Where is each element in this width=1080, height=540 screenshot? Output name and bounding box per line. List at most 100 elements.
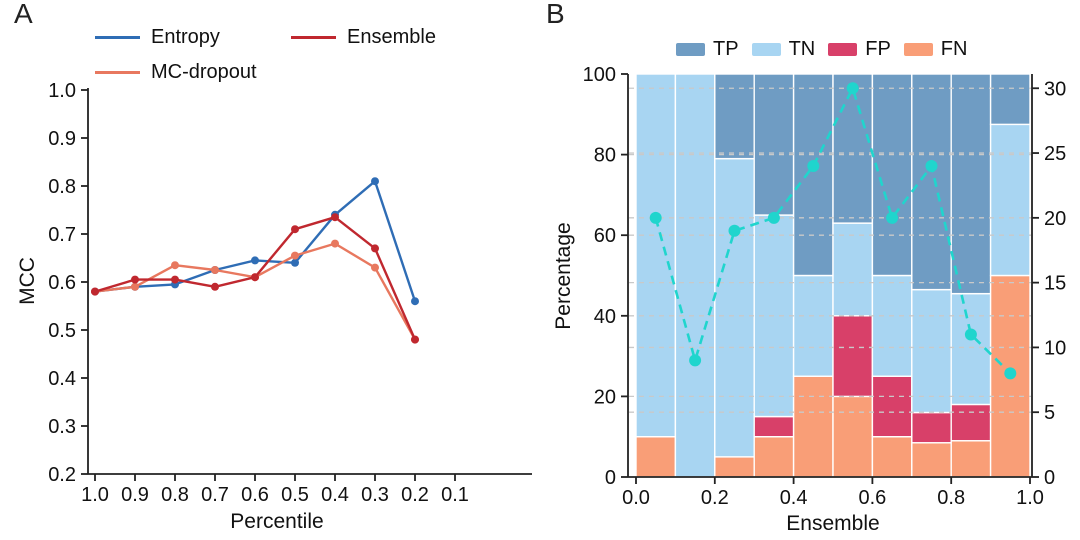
bar-segment-fn xyxy=(871,436,913,478)
x-tick-label: 0.4 xyxy=(780,487,808,509)
bar-segment-tp xyxy=(714,73,755,160)
right-tick-label: 25 xyxy=(1044,143,1066,165)
legend-label-mc-dropout: MC-dropout xyxy=(151,60,257,83)
data-point xyxy=(171,261,179,270)
right-tick-label: 10 xyxy=(1044,337,1066,359)
bar-segment-fn xyxy=(714,456,755,478)
x-tick-label: 0.0 xyxy=(622,487,650,509)
x-tick-label: 0.3 xyxy=(361,484,389,506)
fp-swatch xyxy=(828,42,858,56)
bar-segment-tn xyxy=(871,274,913,377)
overlay-data-point xyxy=(925,160,938,173)
x-tick-label: 1.0 xyxy=(1016,487,1044,509)
data-point xyxy=(331,239,339,248)
bar-segment-tn xyxy=(635,73,677,438)
right-tick-label: 5 xyxy=(1044,402,1055,424)
uncertainty-overlay-line xyxy=(654,84,1012,375)
legend-label-fn: FN xyxy=(940,37,968,60)
bar-segment-tp xyxy=(871,73,913,277)
bar-segment-tn xyxy=(714,157,755,458)
left-tick-label: 80 xyxy=(594,145,616,167)
data-point xyxy=(91,287,99,296)
x-tick-label: 0.8 xyxy=(161,484,189,506)
bar-segment-tp xyxy=(950,73,992,295)
data-point xyxy=(371,263,379,272)
data-point xyxy=(291,251,299,260)
x-tick-label: 0.9 xyxy=(121,484,149,506)
bar-segment-tp xyxy=(911,73,952,291)
x-axis-label: Percentile xyxy=(230,510,323,533)
bar-segment-fn xyxy=(635,436,677,478)
overlay-data-point xyxy=(728,224,741,237)
bar-segment-fp xyxy=(950,403,992,442)
data-point xyxy=(411,335,419,344)
legend-item-tn: TN xyxy=(751,38,815,60)
tn-swatch xyxy=(751,42,781,56)
data-point xyxy=(371,177,379,186)
overlay-data-point xyxy=(689,354,702,367)
bar-segment-fp xyxy=(753,415,795,438)
legend-item-fn: FN xyxy=(903,37,968,60)
data-point xyxy=(131,282,139,291)
bar-segment-tp xyxy=(832,73,874,224)
data-point xyxy=(131,275,139,284)
right-tick-label: 20 xyxy=(1044,208,1066,230)
x-tick-label: 0.2 xyxy=(401,484,429,506)
panel-b-label: B xyxy=(546,0,565,29)
bar-segment-fn xyxy=(911,442,952,478)
bar-segment-tn xyxy=(989,123,1031,277)
x-tick-label: 0.5 xyxy=(281,484,309,506)
legend-item-entropy: Entropy xyxy=(95,24,291,50)
data-point xyxy=(211,266,219,274)
data-point xyxy=(411,297,419,306)
entropy-line-swatch xyxy=(95,35,140,39)
legend-label-entropy: Entropy xyxy=(151,25,220,48)
y-tick-label: 0.5 xyxy=(48,320,76,342)
bar-segment-fn xyxy=(950,440,992,478)
data-point xyxy=(171,275,179,284)
bar-segment-fn xyxy=(832,395,874,478)
panel-a-label: A xyxy=(14,0,33,29)
y-tick-label: 0.3 xyxy=(48,416,76,438)
legend-item-fp: FP xyxy=(828,38,891,60)
mcc-percentile-line-chart: 1.00.90.80.70.60.50.40.30.21.0 0.9 0.8 0.7 0… xyxy=(16,80,532,533)
right-tick-label: 15 xyxy=(1044,273,1066,295)
y-tick-label: 0.2 xyxy=(48,464,76,486)
ensemble-line-swatch xyxy=(291,35,336,39)
legend-label-tp: TP xyxy=(713,37,739,60)
y-tick-label: 0.6 xyxy=(48,272,76,294)
x-tick-label: 0.7 xyxy=(201,484,229,506)
fn-swatch xyxy=(903,42,933,56)
data-point xyxy=(211,282,219,291)
bar-segment-tp xyxy=(753,73,795,216)
bar-segment-tp xyxy=(989,73,1031,126)
legend-item-mc-dropout: MC-dropout xyxy=(95,59,291,85)
overlay-data-point xyxy=(964,328,977,341)
x-tick-label: 0.8 xyxy=(937,487,965,509)
x-tick-label: 0.1 xyxy=(441,484,469,506)
legend-label-ensemble: Ensemble xyxy=(347,25,436,48)
overlay-data-point xyxy=(649,211,662,224)
bar-segment-tn xyxy=(832,222,874,317)
panel-a: A Entropy Ensemble MC-dropout 1.0 0.9 0.8 0… xyxy=(14,0,532,533)
legend-item-ensemble: Ensemble xyxy=(291,24,511,50)
bar-segment-tn xyxy=(674,73,716,478)
confusion-stacked-bar-chart: 0 20 40 60 80 100 0 5 10 15 20 25 30 0.0 0.2 0.4 0.6 0.8 1… xyxy=(552,64,1066,535)
bar-segment-tp xyxy=(792,73,834,277)
overlay-data-point xyxy=(1004,367,1017,380)
tp-swatch xyxy=(676,42,705,56)
data-point xyxy=(331,213,339,222)
left-tick-label: 60 xyxy=(594,225,616,247)
legend-label-fp: FP xyxy=(865,37,891,60)
bar-segment-fn xyxy=(792,375,834,478)
left-tick-label: 100 xyxy=(583,64,616,86)
legend-item-tp: TP xyxy=(676,38,739,60)
y-tick-label: 1.0 xyxy=(48,80,76,102)
y-axis-label: MCC xyxy=(16,257,39,305)
bar-segment-fp xyxy=(911,411,952,444)
overlay-data-point xyxy=(886,211,899,224)
left-tick-label: 20 xyxy=(594,386,616,408)
mc-dropout-line-swatch xyxy=(95,70,140,74)
data-point xyxy=(251,273,259,282)
